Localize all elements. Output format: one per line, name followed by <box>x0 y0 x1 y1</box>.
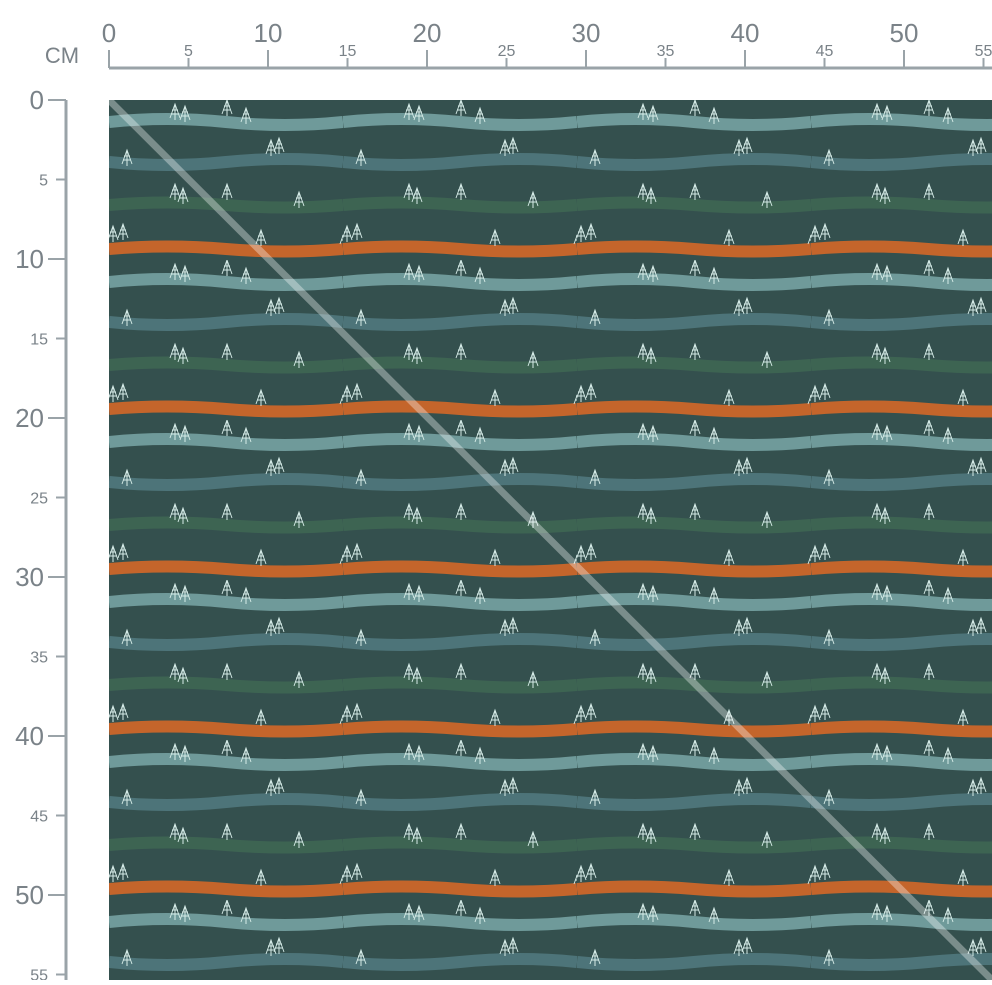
top-label: 50 <box>890 18 919 48</box>
top-label: 5 <box>184 43 193 60</box>
sheen <box>106 97 992 983</box>
left-label: 20 <box>15 403 44 433</box>
top-label: 15 <box>339 43 357 60</box>
left-label: 35 <box>30 650 48 667</box>
left-label: 15 <box>30 332 48 349</box>
top-label: 30 <box>572 18 601 48</box>
top-label: 35 <box>657 43 675 60</box>
left-label: 40 <box>15 721 44 751</box>
top-label: 55 <box>975 43 992 60</box>
left-label: 0 <box>30 85 44 115</box>
left-label: 55 <box>30 968 48 981</box>
unit-label: CM <box>45 43 79 68</box>
top-label: 25 <box>498 43 516 60</box>
left-label: 25 <box>30 491 48 508</box>
top-label: 0 <box>102 18 116 48</box>
left-label: 5 <box>39 173 48 190</box>
top-label: 20 <box>413 18 442 48</box>
ruler-ticks: 0 5 10 15 20 25 30 35 40 45 50 55 0 5 10 15 20 25 30 35 40 45… <box>15 18 992 985</box>
fabric-swatch <box>109 100 992 980</box>
left-label: 50 <box>15 880 44 910</box>
left-label: 45 <box>30 809 48 826</box>
top-label: 40 <box>731 18 760 48</box>
top-label: 10 <box>254 18 283 48</box>
top-label: 45 <box>816 43 834 60</box>
left-label: 30 <box>15 562 44 592</box>
left-label: 10 <box>15 244 44 274</box>
